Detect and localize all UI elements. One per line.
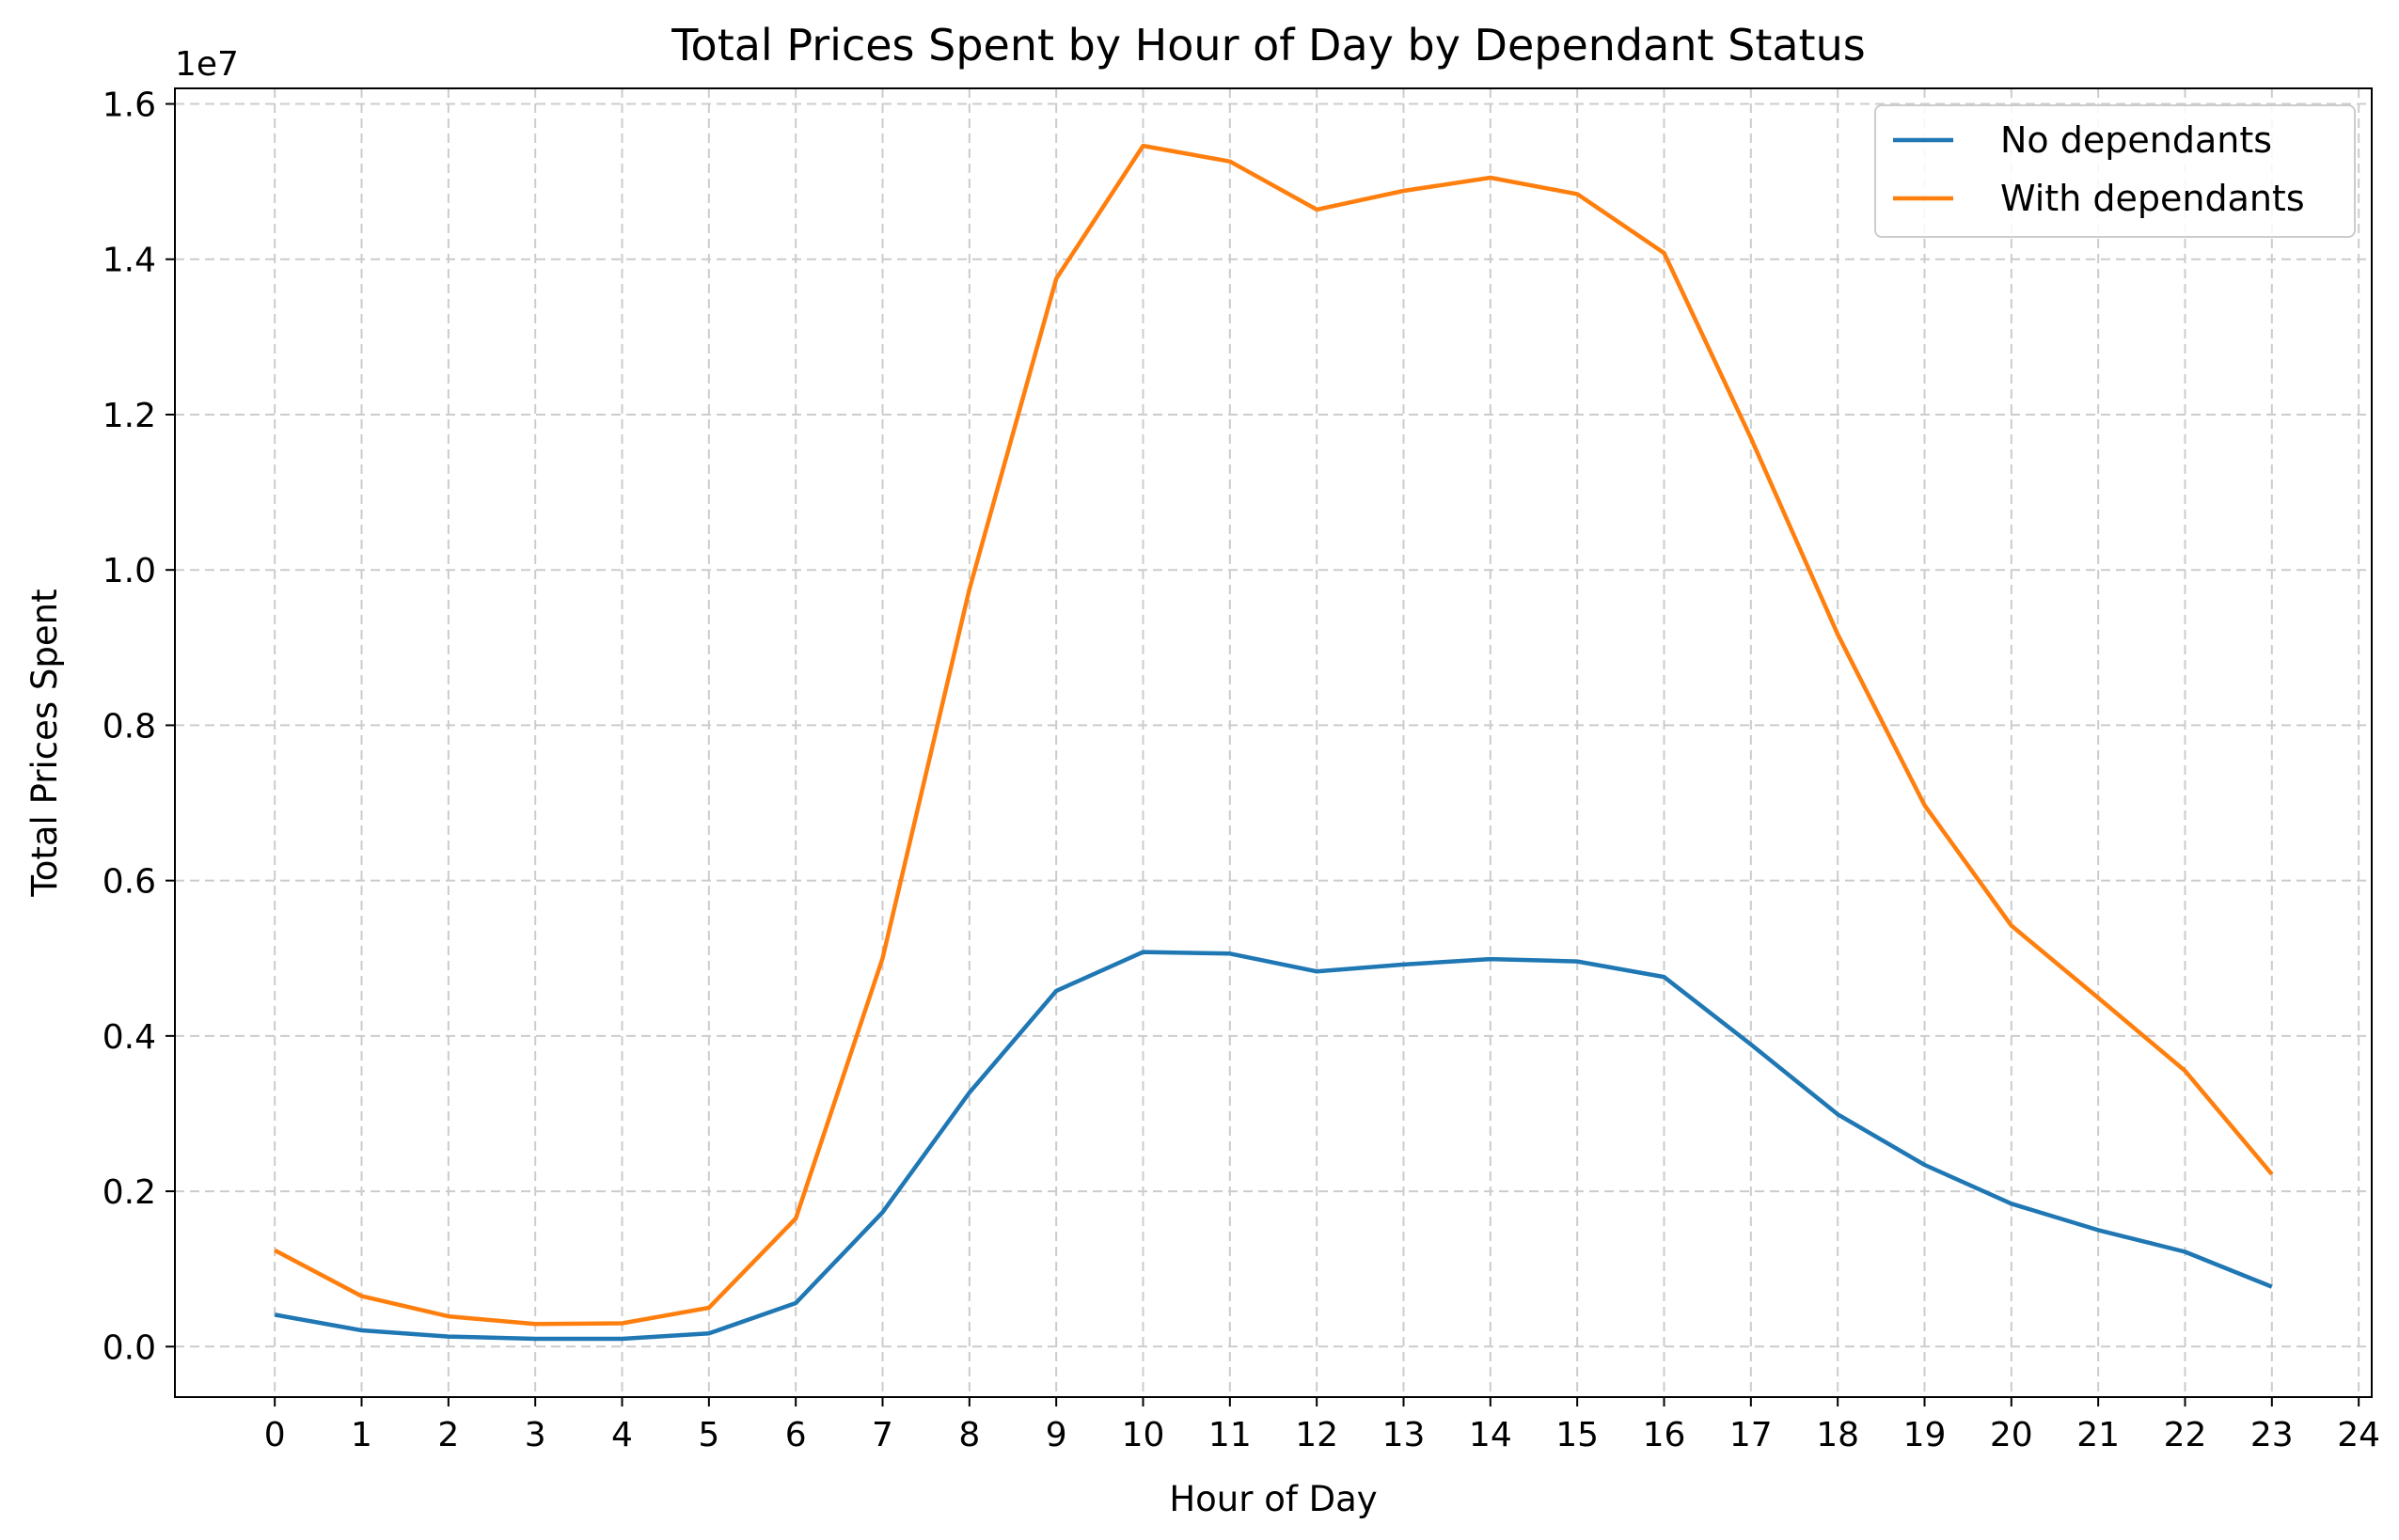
legend-label-no-dependants: No dependants (2000, 119, 2272, 161)
x-tick-label: 18 (1816, 1416, 1859, 1454)
series-lines (274, 143, 2274, 1342)
x-tick-label: 6 (785, 1416, 807, 1454)
y-tick-label: 1.6 (103, 86, 156, 125)
x-tick-label: 17 (1729, 1416, 1773, 1454)
x-tick-label: 0 (264, 1416, 286, 1454)
x-tick-label: 16 (1643, 1416, 1686, 1454)
legend-box (1874, 104, 2356, 238)
y-tick-label: 1.4 (103, 242, 156, 280)
x-tick-label: 3 (525, 1416, 546, 1454)
x-tick-label: 15 (1555, 1416, 1599, 1454)
x-tick-label: 23 (2250, 1416, 2294, 1454)
y-tick-label: 0.4 (103, 1018, 156, 1057)
series-line-no-dependants (274, 950, 2273, 1342)
x-tick-label: 20 (1990, 1416, 2033, 1454)
x-tick-label: 12 (1295, 1416, 1338, 1454)
x-tick-label: 2 (437, 1416, 459, 1454)
x-axis: 0 1 2 3 4 5 6 7 8 9 10 11 12 13 14 15 16 17 18 19 20 21 22 23 24 (264, 1397, 2380, 1454)
plot-frame (174, 87, 2373, 1398)
x-tick-label: 13 (1382, 1416, 1426, 1454)
y-tick-label: 1.0 (103, 552, 156, 590)
y-axis: 0.0 0.2 0.4 0.6 0.8 1.0 1.2 1.4 1.6 (103, 86, 175, 1367)
chart-title: Total Prices Spent by Hour of Day by Dep… (671, 20, 1865, 71)
legend: No dependants With dependants (1874, 104, 2356, 238)
x-tick-label: 14 (1469, 1416, 1512, 1454)
y-tick-label: 0.0 (103, 1328, 156, 1367)
legend-label-with-dependants: With dependants (2000, 178, 2305, 219)
x-tick-label: 21 (2076, 1416, 2120, 1454)
y-axis-offset-label: 1e7 (175, 45, 239, 84)
y-tick-label: 1.2 (103, 397, 156, 435)
y-tick-label: 0.2 (103, 1173, 156, 1212)
grid-lines (175, 88, 2372, 1397)
x-tick-label: 4 (611, 1416, 633, 1454)
y-tick-label: 0.8 (103, 707, 156, 746)
series-line-with-dependants (274, 143, 2274, 1327)
x-tick-label: 10 (1122, 1416, 1165, 1454)
x-tick-label: 7 (872, 1416, 893, 1454)
x-tick-label: 5 (698, 1416, 719, 1454)
x-tick-label: 22 (2164, 1416, 2207, 1454)
x-tick-label: 19 (1903, 1416, 1947, 1454)
x-tick-label: 11 (1208, 1416, 1252, 1454)
x-tick-label: 24 (2337, 1416, 2380, 1454)
y-tick-label: 0.6 (103, 863, 156, 902)
x-axis-label: Hour of Day (1169, 1479, 1377, 1519)
x-tick-label: 9 (1046, 1416, 1067, 1454)
x-tick-label: 1 (351, 1416, 372, 1454)
y-axis-label: Total Prices Spent (24, 589, 65, 897)
x-tick-label: 8 (958, 1416, 980, 1454)
